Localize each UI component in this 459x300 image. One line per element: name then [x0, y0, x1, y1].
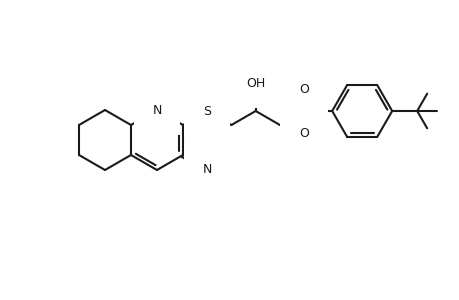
Text: N: N	[202, 163, 212, 176]
Text: O: O	[299, 82, 308, 95]
Text: S: S	[300, 104, 308, 118]
Text: N: N	[152, 103, 161, 116]
Text: O: O	[299, 127, 308, 140]
Text: S: S	[203, 104, 211, 118]
Text: OH: OH	[246, 76, 265, 89]
